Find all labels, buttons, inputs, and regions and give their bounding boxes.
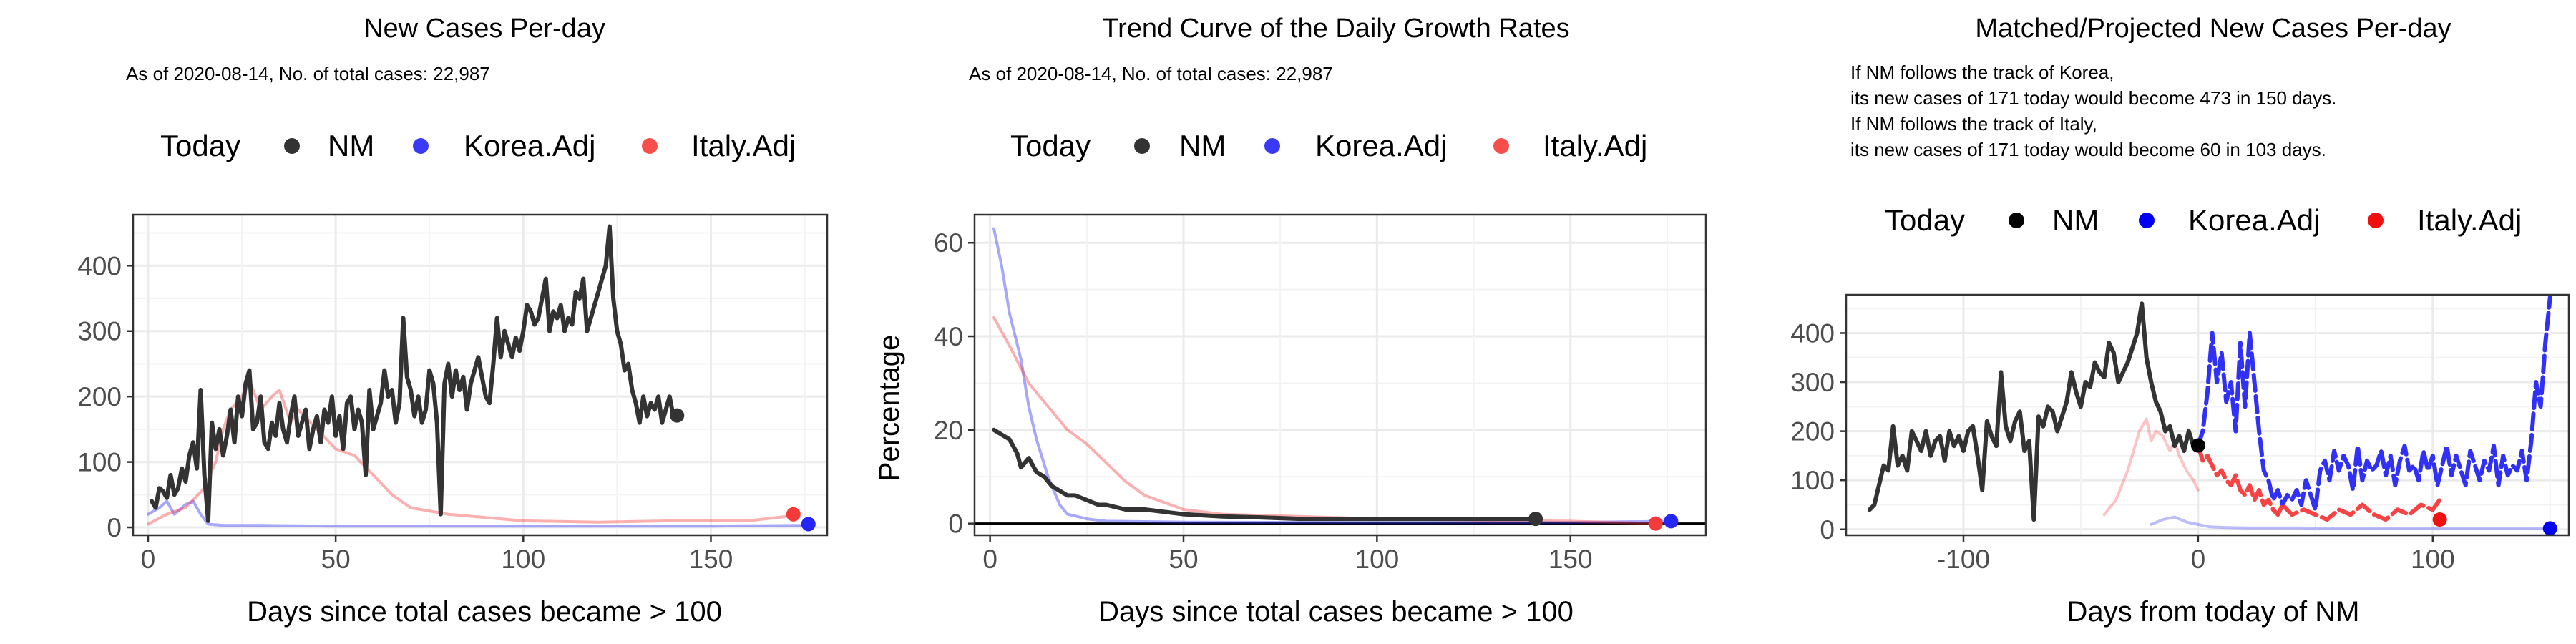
- series-line-nm: [1867, 301, 2200, 522]
- x-tick-label: 100: [2411, 545, 2455, 574]
- y-tick-label: 400: [1790, 318, 1835, 348]
- y-tick-label: 0: [1820, 515, 1835, 545]
- chart-3-x-axis-label: Days from today of NM: [2067, 596, 2359, 628]
- chart-panel-1: New Cases Per-day As of 2020-08-14, No. …: [77, 14, 829, 628]
- y-tick-label: 0: [948, 509, 963, 539]
- legend-title: Today: [1885, 203, 1965, 237]
- chart-3-plot-area: 0 100 200 300 400 -100 0 100: [1790, 293, 2570, 574]
- legend-label-nm: NM: [328, 129, 374, 162]
- x-tick-label: 0: [2191, 545, 2206, 574]
- today-point-nm: [1528, 512, 1543, 527]
- x-tick-label: 50: [321, 545, 351, 574]
- chart-2-plot-area: 0 20 40 60 0 50 100 150: [934, 213, 1707, 574]
- panel-border: [973, 213, 1707, 537]
- y-tick-label: 0: [107, 513, 122, 542]
- today-point-nm: [670, 408, 685, 423]
- y-tick-label: 40: [934, 322, 963, 351]
- today-point-korea-adj: [2542, 521, 2557, 536]
- series-line-nm: [150, 224, 680, 523]
- legend-title: Today: [160, 129, 240, 162]
- legend-key-nm: [284, 138, 300, 154]
- chart-2-subtitle: As of 2020-08-14, No. of total cases: 22…: [969, 63, 1333, 84]
- y-tick-label: 300: [1790, 368, 1835, 397]
- y-tick-label: 100: [1790, 466, 1835, 495]
- x-tick-label: 0: [982, 545, 997, 574]
- x-tick-label: 100: [501, 545, 545, 574]
- today-point-korea-adj: [1664, 514, 1679, 529]
- x-tick-label: 0: [141, 545, 156, 574]
- series-line-korea-adj: [147, 499, 810, 528]
- legend-label-nm: NM: [1179, 129, 1226, 162]
- chart-1-x-axis-label: Days since total cases became > 100: [247, 596, 722, 628]
- chart-1-plot-area: 0 100 200 300 400 0 50 100 150: [77, 213, 829, 574]
- x-tick-label: 50: [1169, 545, 1198, 574]
- x-tick-label: -100: [1937, 545, 1990, 574]
- x-tick-label: 150: [689, 545, 733, 574]
- today-point-korea-adj: [801, 517, 816, 532]
- chart-3-subtitle-line-4: its new cases of 171 today would become …: [1850, 139, 2326, 160]
- y-tick-label: 400: [77, 251, 122, 280]
- series-line-nm: [992, 427, 1538, 522]
- legend-label-korea: Korea.Adj: [1315, 129, 1447, 162]
- legend-key-italy: [2368, 213, 2384, 228]
- series-line-korea-adj: [992, 227, 1673, 525]
- legend-label-italy: Italy.Adj: [2417, 203, 2522, 237]
- legend-key-italy: [1493, 138, 1509, 154]
- chart-1-title: New Cases Per-day: [364, 14, 605, 44]
- chart-3-title: Matched/Projected New Cases Per-day: [1975, 14, 2451, 44]
- legend-label-nm: NM: [2052, 203, 2099, 237]
- legend-key-nm: [2009, 213, 2024, 228]
- chart-2-legend: Today NM Korea.Adj Italy.Adj: [1010, 129, 1647, 162]
- chart-2-title: Trend Curve of the Daily Growth Rates: [1102, 14, 1569, 44]
- series-line-korea-adj: [2195, 295, 2552, 512]
- series-line-italy-adj-faded: [2102, 417, 2200, 517]
- today-point-italy-adj: [786, 507, 801, 522]
- legend-key-korea: [413, 138, 429, 154]
- chart-1-subtitle: As of 2020-08-14, No. of total cases: 22…: [126, 63, 490, 84]
- y-tick-label: 200: [77, 382, 122, 411]
- chart-3-subtitle-line-1: If NM follows the track of Korea,: [1850, 62, 2114, 83]
- legend-label-italy: Italy.Adj: [1543, 129, 1647, 162]
- legend-key-nm: [1134, 138, 1150, 154]
- chart-panel-3: Matched/Projected New Cases Per-day If N…: [1790, 14, 2570, 628]
- legend-label-korea: Korea.Adj: [464, 129, 595, 162]
- legend-title: Today: [1010, 129, 1091, 162]
- legend-label-korea: Korea.Adj: [2188, 203, 2320, 237]
- grid: [975, 215, 1706, 535]
- y-tick-label: 60: [934, 228, 963, 258]
- chart-2-y-axis-label: Percentage: [874, 335, 905, 482]
- series-line-italy-adj: [2195, 443, 2442, 522]
- panel-border: [132, 213, 829, 537]
- chart-2-x-axis-label: Days since total cases became > 100: [1098, 596, 1574, 628]
- y-tick-label: 200: [1790, 417, 1835, 447]
- chart-3-legend: Today NM Korea.Adj Italy.Adj: [1885, 203, 2522, 237]
- x-tick-label: 150: [1548, 545, 1593, 574]
- series-line-italy-adj: [992, 316, 1657, 525]
- today-point-italy-adj: [1648, 516, 1663, 531]
- legend-key-korea: [2139, 213, 2155, 228]
- legend-key-italy: [642, 138, 658, 154]
- series-line-korea-adj-faded: [2150, 515, 2552, 530]
- today-point-italy-adj: [2432, 512, 2447, 527]
- x-tick-label: 100: [1355, 545, 1400, 574]
- today-point-nm: [2190, 438, 2205, 453]
- legend-label-italy: Italy.Adj: [691, 129, 796, 162]
- legend-key-korea: [1264, 138, 1280, 154]
- y-tick-label: 300: [77, 317, 122, 346]
- y-tick-label: 20: [934, 416, 963, 445]
- chart-3-subtitle-line-2: its new cases of 171 today would become …: [1850, 87, 2336, 109]
- panel-border: [1845, 293, 2570, 537]
- y-tick-label: 100: [77, 448, 122, 477]
- chart-3-subtitle-line-3: If NM follows the track of Italy,: [1850, 113, 2097, 135]
- grid: [1846, 295, 2569, 535]
- chart-panel-2: Trend Curve of the Daily Growth Rates As…: [874, 14, 1707, 628]
- chart-1-legend: Today NM Korea.Adj Italy.Adj: [160, 129, 796, 162]
